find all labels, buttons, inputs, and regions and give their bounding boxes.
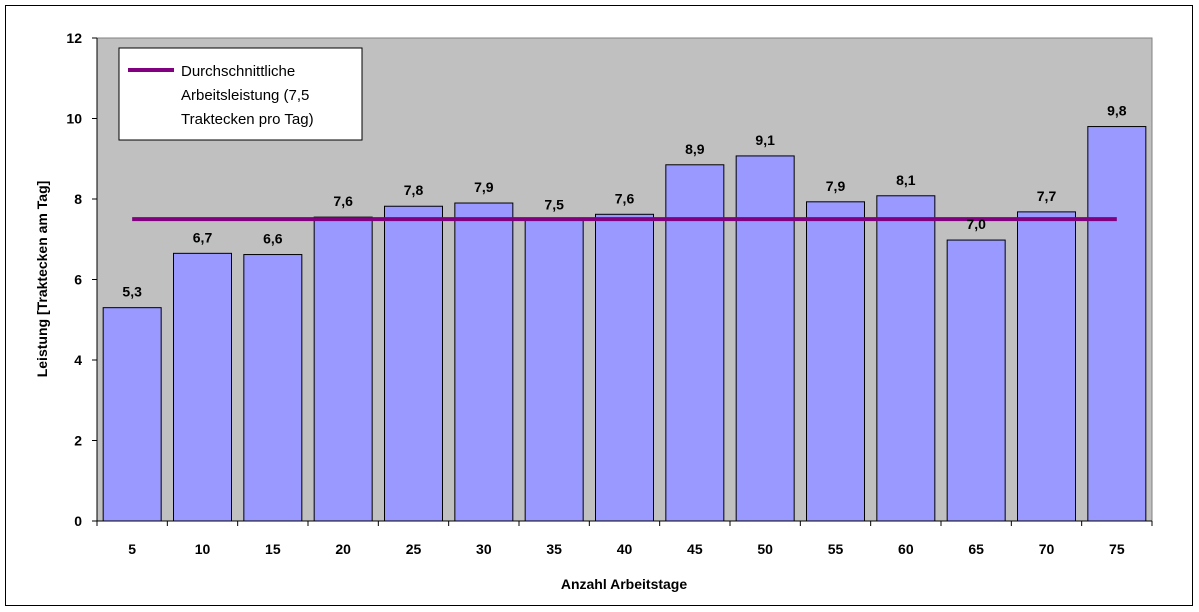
- x-tick-label-15: 15: [265, 541, 281, 557]
- bar-35: [524, 219, 584, 522]
- x-tick-label-10: 10: [195, 541, 211, 557]
- x-tick-label-55: 55: [828, 541, 844, 557]
- data-label-45: 8,9: [685, 141, 705, 157]
- x-tick-label-45: 45: [687, 541, 703, 557]
- data-label-50: 9,1: [755, 132, 775, 148]
- data-label-15: 6,6: [263, 231, 283, 247]
- legend-box: [118, 47, 363, 141]
- data-label-60: 8,1: [896, 172, 916, 188]
- y-tick-label-4: 4: [74, 352, 82, 368]
- x-tick-label-65: 65: [968, 541, 984, 557]
- legend-label-line-2: Arbeitsleistung (7,5: [181, 87, 309, 104]
- x-ticks-group: 5 10 15 20 25 30 35 40 45 50 55 60 65 70 75: [96, 521, 1153, 557]
- bar-45: [665, 164, 725, 522]
- bars-group: [102, 126, 1147, 522]
- bar-50: [735, 155, 795, 522]
- data-label-70: 7,7: [1037, 188, 1057, 204]
- x-axis-label: Anzahl Arbeitstage: [561, 576, 687, 592]
- x-tick-label-50: 50: [757, 541, 773, 557]
- x-tick-label-30: 30: [476, 541, 492, 557]
- bar-25: [384, 205, 443, 522]
- bar-75: [1087, 126, 1147, 522]
- bar-30: [454, 202, 514, 522]
- bar-60: [876, 195, 936, 522]
- y-tick-label-10: 10: [66, 111, 82, 127]
- y-tick-label-2: 2: [74, 433, 82, 449]
- x-tick-label-75: 75: [1109, 541, 1125, 557]
- legend: Durchschnittliche Arbeitsleistung (7,5 T…: [118, 47, 363, 141]
- y-tick-label-8: 8: [74, 191, 82, 207]
- y-tick-label-12: 12: [66, 30, 82, 46]
- data-label-35: 7,5: [544, 196, 564, 212]
- bar-5: [102, 307, 162, 522]
- y-tick-label-0: 0: [74, 513, 82, 529]
- x-tick-label-60: 60: [898, 541, 914, 557]
- x-tick-label-70: 70: [1039, 541, 1055, 557]
- legend-label-line-1: Durchschnittliche: [181, 63, 295, 80]
- x-tick-label-35: 35: [546, 541, 562, 557]
- data-label-20: 7,6: [333, 193, 353, 209]
- data-label-25: 7,8: [404, 182, 424, 198]
- bar-70: [1017, 211, 1076, 522]
- legend-label-line-3: Traktecken pro Tag): [181, 111, 314, 128]
- bar-15: [243, 254, 303, 522]
- x-tick-label-20: 20: [335, 541, 351, 557]
- x-tick-label-25: 25: [406, 541, 422, 557]
- data-label-40: 7,6: [615, 190, 635, 206]
- y-axis-label: Leistung [Traktecken am Tag]: [34, 181, 50, 378]
- bar-40: [595, 213, 654, 522]
- data-label-75: 9,8: [1107, 103, 1127, 119]
- bar-55: [806, 201, 865, 522]
- x-tick-label-40: 40: [617, 541, 633, 557]
- bar-20: [313, 216, 373, 522]
- data-label-10: 6,7: [193, 229, 213, 245]
- bar-10: [173, 252, 232, 522]
- data-labels-group: 5,3 6,7 6,6 7,6 7,8 7,9 7,5 7,6 8,9 9,1 7,9 8,1 7,0 7…: [122, 103, 1126, 300]
- y-ticks-group: 0 2 4 6 8 10 12: [66, 30, 97, 529]
- y-tick-label-6: 6: [74, 272, 82, 288]
- data-label-55: 7,9: [826, 178, 846, 194]
- data-label-65: 7,0: [966, 216, 986, 232]
- data-label-5: 5,3: [122, 284, 142, 300]
- bar-65: [946, 239, 1006, 522]
- x-tick-label-5: 5: [128, 541, 136, 557]
- data-label-30: 7,9: [474, 179, 494, 195]
